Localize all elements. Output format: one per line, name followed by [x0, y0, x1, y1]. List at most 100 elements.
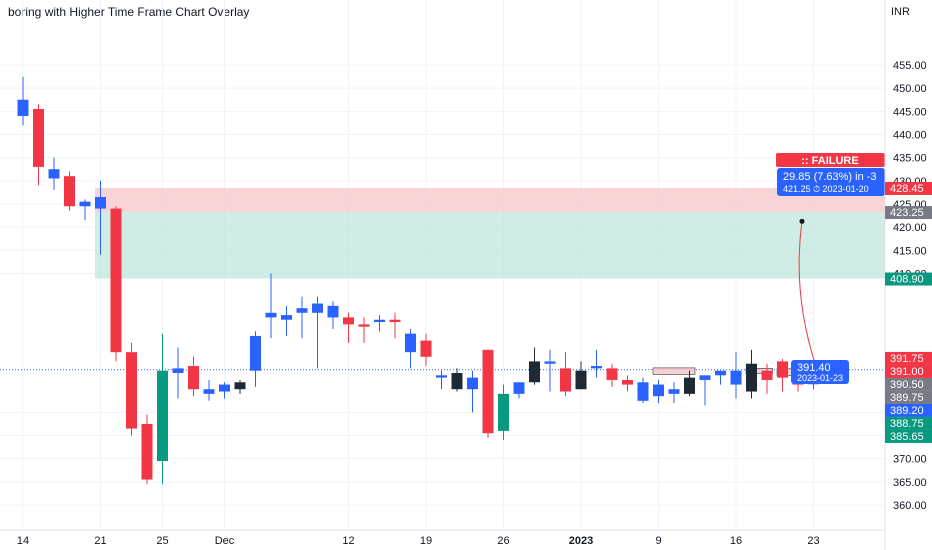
- candle-body: [141, 423, 153, 480]
- time-axis: 14 21 25 Dec 12 19 26 2023 9 16 23: [0, 529, 885, 547]
- x-tick-label: 23: [807, 535, 819, 547]
- candle-body: [451, 373, 463, 390]
- candle-body: [126, 352, 137, 429]
- x-tick-label: 16: [730, 535, 742, 547]
- overlay-box: [652, 367, 696, 375]
- price-tag: 423.25: [885, 206, 932, 220]
- exit-callout-line1: 391.40: [797, 362, 831, 374]
- y-tick-label: 420.00: [893, 222, 927, 234]
- price-tag: 388.75: [885, 416, 932, 430]
- y-tick-label: 450.00: [893, 83, 927, 95]
- candle-body: [358, 324, 370, 327]
- failure-label: :: FAILURE: [801, 155, 858, 167]
- price-tag-label: 391.00: [890, 366, 924, 378]
- price-tag-bg: [885, 377, 932, 391]
- failure-badge: [776, 153, 885, 167]
- candle-body: [513, 382, 525, 394]
- entry-point: [799, 218, 805, 224]
- candle-body: [157, 370, 168, 461]
- candle-body: [95, 197, 106, 209]
- price-tag: 389.75: [885, 390, 932, 404]
- price-tag: 391.75: [885, 351, 932, 365]
- currency-label: INR: [891, 6, 910, 18]
- candle-body: [296, 308, 308, 313]
- candle-body: [715, 370, 726, 376]
- candle-body: [265, 312, 277, 318]
- y-tick-label: 415.00: [893, 245, 927, 257]
- price-tag: 385.65: [885, 429, 932, 443]
- candle-body: [327, 305, 339, 318]
- zones: [95, 187, 885, 376]
- candle-body: [560, 368, 571, 392]
- y-tick-label: 440.00: [893, 129, 927, 141]
- price-tag-bg: [885, 364, 932, 378]
- x-tick-label: 26: [497, 535, 509, 547]
- price-tag: 389.20: [885, 403, 932, 417]
- y-tick-label: 445.00: [893, 106, 927, 118]
- y-tick-label: 435.00: [893, 153, 927, 165]
- candle-body: [64, 176, 75, 207]
- price-tag-label: 385.65: [890, 431, 924, 443]
- candle-body: [730, 370, 742, 385]
- candle-body: [575, 370, 587, 390]
- candle-body: [343, 317, 354, 325]
- price-tag-bg: [885, 351, 932, 365]
- entry-zone: [95, 212, 885, 279]
- candle-body: [684, 377, 695, 394]
- candle-body: [699, 375, 711, 380]
- candle-body: [544, 361, 556, 364]
- x-tick-label: 14: [17, 535, 29, 547]
- price-tag-label: 388.75: [890, 418, 924, 430]
- chart-title: boring with Higher Time Frame Chart Over…: [8, 5, 250, 19]
- candle-body: [653, 384, 664, 397]
- exit-callout-line2: 2023-01-23: [797, 373, 843, 383]
- exit-callout: [791, 360, 849, 384]
- candle-body: [529, 361, 540, 383]
- price-tag-bg: [885, 403, 932, 417]
- price-tag-label: 428.45: [890, 183, 924, 195]
- candle-body: [374, 319, 385, 323]
- price-tag-label: 408.90: [890, 274, 924, 286]
- y-tick-label: 360.00: [893, 500, 927, 512]
- y-tick-label: 365.00: [893, 477, 927, 489]
- trade-path: [798, 221, 817, 369]
- candle-body: [637, 382, 649, 401]
- candle-body: [668, 389, 680, 394]
- price-tag-bg: [885, 416, 932, 430]
- candle-body: [746, 363, 757, 392]
- candle-body: [436, 375, 447, 378]
- x-tick-label: 19: [420, 535, 432, 547]
- price-tag-label: 423.25: [890, 207, 924, 219]
- candle-body: [389, 319, 401, 323]
- price-tag-label: 389.20: [890, 405, 924, 417]
- candle-body: [420, 340, 432, 357]
- candle-body: [219, 384, 230, 392]
- candle-body: [172, 368, 184, 373]
- candle-body: [622, 379, 633, 385]
- price-tag-bg: [885, 390, 932, 404]
- candle-body: [467, 377, 478, 390]
- price-tag: 428.45: [885, 181, 932, 195]
- candle-body: [606, 368, 618, 380]
- x-tick-label: 12: [342, 535, 354, 547]
- candles: [17, 76, 819, 485]
- candle-body: [405, 333, 416, 353]
- y-tick-label: 455.00: [893, 60, 927, 72]
- candle-body: [110, 208, 122, 353]
- price-tag-bg: [885, 272, 932, 286]
- price-tag: 390.50: [885, 377, 932, 391]
- candle-body: [203, 389, 215, 394]
- entry-callout-line1: 29.85 (7.63%) in -3: [783, 171, 877, 183]
- candle-body: [234, 382, 246, 390]
- price-tags: 428.45423.25408.90391.75391.00390.50389.…: [885, 181, 932, 443]
- x-tick-label: 25: [156, 535, 168, 547]
- price-tag-bg: [885, 429, 932, 443]
- price-tag-label: 390.50: [890, 379, 924, 391]
- candle-body: [188, 366, 199, 390]
- candle-body: [761, 370, 773, 380]
- candle-body: [33, 109, 44, 167]
- candle-body: [17, 99, 29, 116]
- price-tag: 408.90: [885, 272, 932, 286]
